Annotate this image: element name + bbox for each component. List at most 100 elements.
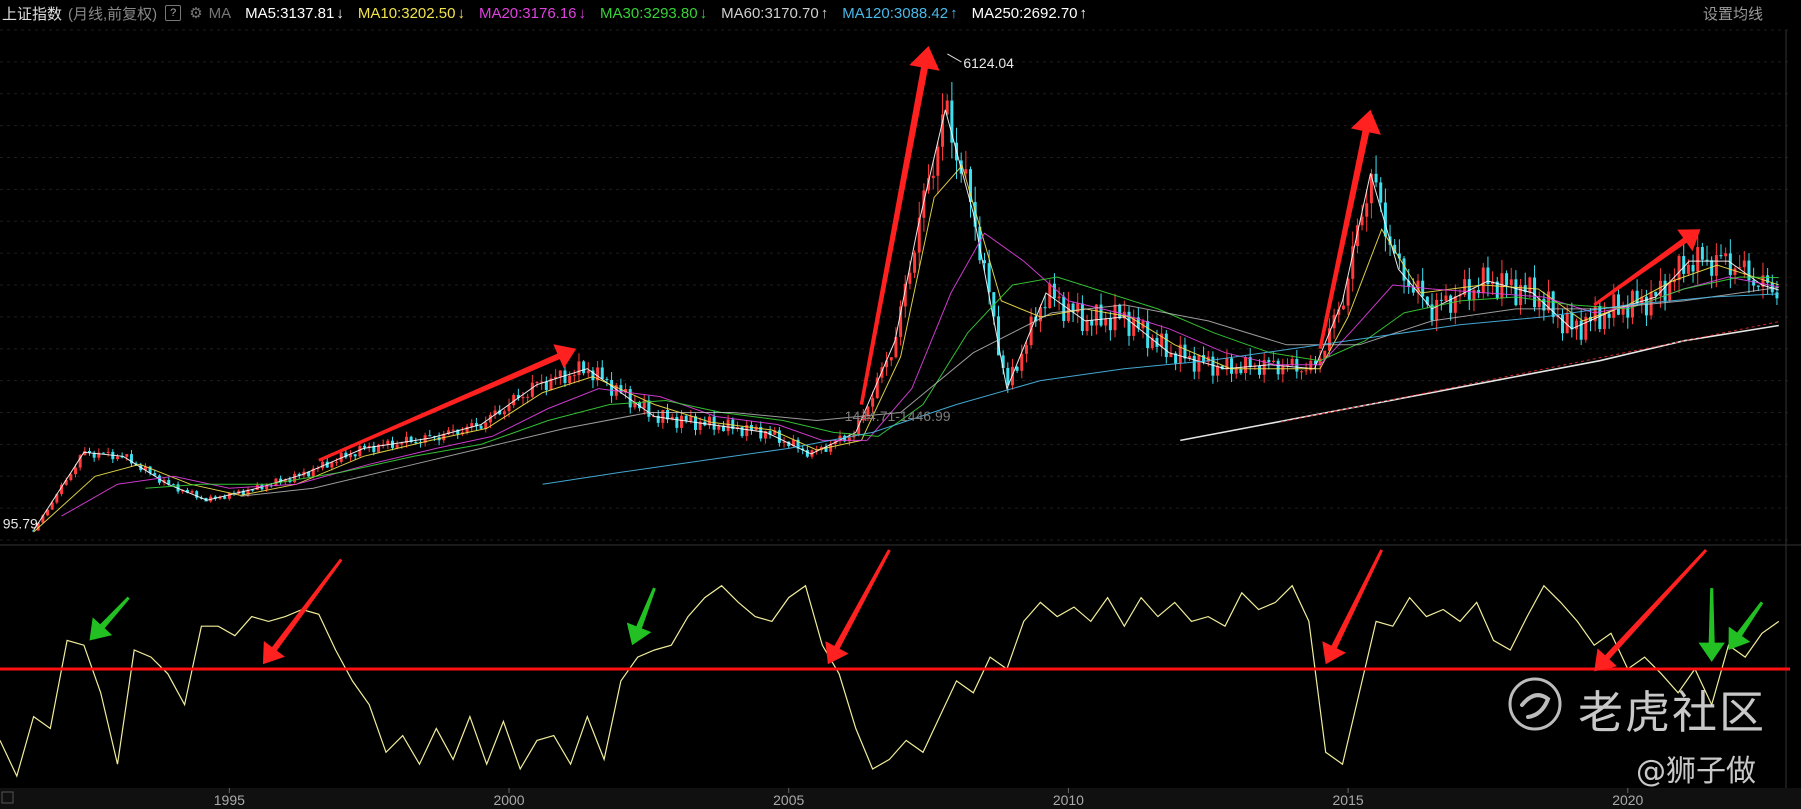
candle-body: [377, 444, 381, 453]
ma-item-5: MA120:3088.42: [842, 4, 949, 22]
candle-body: [321, 461, 325, 469]
candle-body: [996, 316, 1000, 356]
candle-body: [1537, 298, 1541, 308]
candle-body: [1104, 318, 1108, 326]
candle-body: [69, 474, 73, 481]
watermark-brand: 老虎社区: [1578, 686, 1767, 739]
candle-body: [1528, 277, 1532, 293]
candle-body: [717, 425, 721, 430]
candle-body: [512, 394, 516, 406]
candle-body: [1626, 306, 1630, 318]
candle-body: [1640, 296, 1644, 304]
candle-body: [1654, 291, 1658, 296]
candle-body: [1001, 355, 1005, 368]
candle-body: [386, 440, 390, 445]
candle-body: [768, 431, 772, 435]
candle-body: [1551, 291, 1555, 318]
candle-body: [1425, 296, 1429, 305]
candle-body: [1052, 283, 1056, 299]
candle-body: [656, 415, 660, 423]
candle-body: [279, 478, 283, 483]
candle-body: [349, 454, 353, 458]
x-tick-label: 2005: [773, 792, 804, 808]
candle-body: [917, 217, 921, 253]
candle-body: [1192, 355, 1196, 372]
candle-body: [470, 423, 474, 427]
candle-body: [1458, 294, 1462, 297]
candle-body: [1635, 290, 1639, 304]
candle-body: [400, 443, 404, 445]
candle-body: [395, 444, 399, 448]
ma-arrow-3: ↓: [699, 4, 708, 22]
candle-body: [684, 415, 688, 422]
candle-body: [628, 389, 632, 408]
candle-body: [978, 226, 982, 261]
candle-body: [97, 452, 101, 458]
candle-body: [330, 462, 334, 468]
annotation-label: 95.79: [3, 515, 38, 531]
candle-body: [372, 445, 376, 453]
candle-body: [1230, 358, 1234, 374]
candle-body: [1710, 260, 1714, 276]
candle-body: [1276, 360, 1280, 375]
candle-body: [1658, 280, 1662, 296]
candle-body: [642, 400, 646, 409]
candle-body: [1202, 355, 1206, 362]
candle-body: [899, 306, 903, 337]
gear-icon[interactable]: ⚙: [189, 5, 203, 22]
candle-body: [591, 370, 595, 381]
candle-body: [115, 456, 119, 460]
candle-body: [1491, 281, 1495, 285]
candle-body: [535, 382, 539, 384]
candle-body: [549, 378, 553, 390]
candle-body: [1728, 253, 1732, 275]
candle-body: [726, 419, 730, 432]
candle-body: [1183, 344, 1187, 359]
moving-average-lines: [33, 109, 1779, 533]
candle-body: [857, 420, 861, 435]
ma-item-6: MA250:2692.70: [971, 4, 1078, 22]
green-signal-arrow: [1728, 601, 1764, 650]
x-tick-label: 2015: [1333, 792, 1364, 808]
red-trend-arrow: [1593, 229, 1701, 307]
candle-body: [498, 410, 502, 415]
candle-body: [1360, 216, 1364, 226]
candle-body: [223, 496, 227, 499]
candle-body: [195, 491, 199, 498]
green-signal-arrow: [89, 596, 130, 641]
candle-body: [311, 468, 315, 477]
ma-item-1: MA10:3202.50: [357, 4, 456, 22]
ma-line-ma60: [240, 286, 1779, 497]
ma-item-2: MA20:3176.16: [478, 4, 577, 22]
candle-body: [1505, 273, 1509, 286]
candle-body: [666, 410, 670, 420]
ma-settings-button[interactable]: 设置均线: [1702, 6, 1763, 23]
candle-body: [540, 381, 544, 383]
candle-body: [428, 435, 432, 437]
candle-body: [1677, 256, 1681, 281]
ma-line-ma30: [145, 276, 1779, 489]
scroll-left-icon: [1, 791, 14, 804]
ma-arrow-6: ↑: [1079, 4, 1088, 22]
index-title[interactable]: 上证指数: [2, 5, 63, 23]
oscillator-line: [0, 584, 1780, 778]
candle-body: [759, 426, 763, 439]
candle-body: [773, 430, 777, 435]
candle-body: [1747, 260, 1751, 281]
candle-body: [358, 445, 362, 457]
x-axis-band: [0, 788, 1801, 809]
candle-body: [1742, 260, 1746, 268]
help-icon[interactable]: ?: [165, 5, 182, 21]
candle-body: [1234, 369, 1238, 374]
candle-body: [558, 370, 562, 377]
candle-body: [1062, 296, 1066, 322]
candle-body: [796, 439, 800, 449]
candle-body: [1281, 366, 1285, 375]
candle-body: [1146, 321, 1150, 349]
candle-body: [1216, 365, 1220, 376]
candle-body: [213, 496, 217, 499]
candle-body: [1379, 182, 1383, 203]
candle-body: [530, 382, 534, 397]
candle-body: [1225, 358, 1229, 370]
candle-body: [670, 416, 674, 420]
